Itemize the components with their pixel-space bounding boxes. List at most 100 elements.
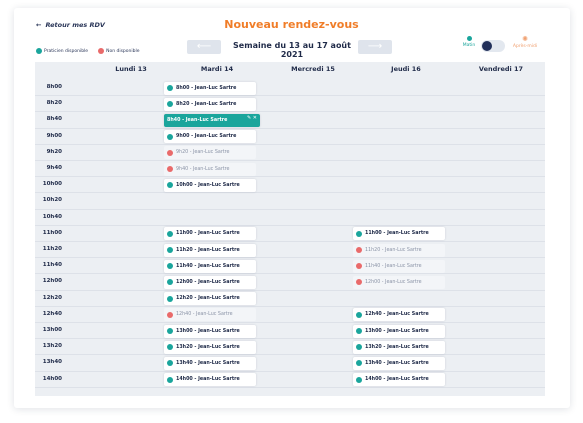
row-divider	[35, 370, 545, 372]
back-link[interactable]: ← Retour mes RDV	[36, 21, 105, 29]
unavailable-dot-icon	[356, 263, 362, 270]
time-slot-label: 13h00 - Jean-Luc Sartre	[176, 328, 240, 334]
arrow-right-icon: ⟶	[367, 41, 383, 52]
time-label: 12h20	[42, 294, 62, 301]
time-slot[interactable]: 11h00 - Jean-Luc Sartre	[353, 227, 445, 241]
time-slot-label: 11h00 - Jean-Luc Sartre	[365, 231, 429, 237]
day-header: Vendredi 17	[478, 65, 524, 73]
time-slot-label: 13h20 - Jean-Luc Sartre	[365, 344, 429, 350]
time-label: 9h40	[46, 165, 62, 171]
morning-label: Matin	[462, 43, 476, 48]
available-dot-icon	[167, 101, 173, 108]
legend: Praticien disponible Non disponible	[36, 48, 140, 54]
legend-available: Praticien disponible	[36, 48, 88, 54]
available-dot-icon	[356, 328, 362, 334]
row-divider	[35, 111, 545, 113]
time-slot-label: 13h20 - Jean-Luc Sartre	[176, 344, 240, 350]
time-slot[interactable]: 11h40 - Jean-Luc Sartre	[164, 259, 256, 273]
available-dot-icon	[167, 85, 173, 91]
time-slot[interactable]: 14h00 - Jean-Luc Sartre	[353, 373, 445, 387]
available-dot-icon	[167, 263, 173, 270]
available-dot-icon	[167, 279, 173, 286]
time-slot-label: 13h40 - Jean-Luc Sartre	[176, 360, 240, 366]
time-slot[interactable]: 11h40 - Jean-Luc Sartre	[353, 259, 445, 273]
time-slot-label: 12h00 - Jean-Luc Sartre	[176, 279, 240, 285]
time-slot[interactable]: 11h20 - Jean-Luc Sartre	[164, 243, 256, 257]
edit-icon[interactable]: ✎	[247, 114, 253, 121]
time-slot[interactable]: 13h00 - Jean-Luc Sartre	[164, 324, 256, 338]
time-slot[interactable]: 11h00 - Jean-Luc Sartre	[164, 227, 256, 241]
time-slot[interactable]: 8h20 - Jean-Luc Sartre	[164, 97, 256, 111]
close-icon[interactable]: ✕	[252, 114, 257, 121]
period-switch[interactable]	[481, 40, 505, 52]
prev-week-button[interactable]: ⟵	[187, 40, 221, 54]
time-slot[interactable]: 11h20 - Jean-Luc Sartre	[353, 243, 445, 257]
row-divider	[35, 95, 545, 97]
available-dot-icon	[167, 360, 173, 367]
day-header: Lundi 13	[115, 65, 147, 73]
time-label: 13h00	[42, 327, 62, 333]
time-slot[interactable]: 10h00 - Jean-Luc Sartre	[164, 178, 256, 192]
unavailable-dot-icon	[356, 279, 362, 286]
time-label: 8h00	[46, 84, 62, 90]
time-slot[interactable]: 8h00 - Jean-Luc Sartre	[164, 81, 256, 95]
available-dot-icon	[167, 247, 173, 253]
available-dot-icon	[356, 311, 362, 318]
time-slot[interactable]: 13h20 - Jean-Luc Sartre	[164, 340, 256, 354]
available-dot-icon	[167, 328, 173, 334]
available-dot-icon	[356, 360, 362, 367]
time-slot-label: 14h00 - Jean-Luc Sartre	[176, 377, 240, 383]
time-slot[interactable]: 8h40 - Jean-Luc Sartre ✎ ✕	[164, 113, 260, 127]
time-slot[interactable]: 12h40 - Jean-Luc Sartre	[353, 308, 445, 322]
row-divider	[35, 354, 545, 356]
available-dot-icon	[167, 376, 173, 383]
time-slot-label: 11h40 - Jean-Luc Sartre	[176, 263, 240, 269]
time-slot-label: 12h40 - Jean-Luc Sartre	[176, 312, 233, 318]
time-slot-label: 12h00 - Jean-Luc Sartre	[365, 279, 422, 285]
time-slot-label: 13h00 - Jean-Luc Sartre	[365, 328, 429, 334]
afternoon-label: Après-midi	[512, 44, 538, 49]
time-slot[interactable]: 13h40 - Jean-Luc Sartre	[353, 356, 445, 370]
row-divider	[35, 257, 545, 259]
time-slot-label: 12h40 - Jean-Luc Sartre	[365, 312, 429, 318]
available-dot-icon	[167, 295, 173, 302]
page-title: Nouveau rendez-vous	[224, 18, 359, 31]
arrow-left-icon: ←	[36, 21, 42, 29]
row-divider	[35, 241, 545, 242]
time-label: 12h40	[42, 310, 62, 317]
available-dot-icon	[167, 230, 173, 237]
time-slot[interactable]: 12h40 - Jean-Luc Sartre	[164, 308, 256, 322]
afternoon-option[interactable]: ✺ Après-midi	[510, 35, 540, 50]
calendar-grid: Lundi 13 Mardi 14 Mercredi 15 Jeudi 16 Vendr…	[35, 62, 545, 396]
time-slot[interactable]: 13h00 - Jean-Luc Sartre	[353, 324, 445, 338]
time-label: 10h20	[42, 197, 62, 204]
time-slot[interactable]: 12h00 - Jean-Luc Sartre	[353, 275, 445, 289]
available-dot-icon	[167, 182, 173, 189]
time-slot[interactable]: 12h20 - Jean-Luc Sartre	[164, 292, 256, 306]
time-slot-label: 11h20 - Jean-Luc Sartre	[365, 247, 422, 253]
time-slot[interactable]: 9h00 - Jean-Luc Sartre	[164, 130, 256, 144]
time-slot[interactable]: 13h20 - Jean-Luc Sartre	[353, 340, 445, 354]
morning-option[interactable]: Matin	[454, 36, 484, 48]
day-header: Jeudi 16	[391, 65, 421, 73]
time-slot[interactable]: 12h00 - Jean-Luc Sartre	[164, 275, 256, 289]
time-slot[interactable]: 14h00 - Jean-Luc Sartre	[164, 373, 256, 387]
sun-icon: ✺	[522, 35, 528, 43]
available-dot-icon	[36, 48, 42, 54]
next-week-button[interactable]: ⟶	[358, 40, 392, 54]
available-dot-icon	[356, 376, 362, 383]
period-toggle: Matin ✺ Après-midi	[454, 36, 550, 56]
time-label: 12h00	[42, 278, 62, 285]
time-slot[interactable]: 9h20 - Jean-Luc Sartre	[164, 146, 256, 160]
time-slot-label: 11h00 - Jean-Luc Sartre	[176, 231, 240, 237]
row-divider	[35, 176, 545, 178]
time-slot-label: 8h00 - Jean-Luc Sartre	[176, 85, 237, 91]
legend-unavailable: Non disponible	[98, 48, 140, 54]
available-dot-icon	[167, 344, 173, 351]
legend-available-label: Praticien disponible	[44, 48, 89, 54]
switch-knob	[482, 41, 492, 51]
row-divider	[35, 273, 545, 275]
available-dot-icon	[356, 230, 362, 237]
time-slot[interactable]: 13h40 - Jean-Luc Sartre	[164, 356, 256, 370]
time-slot[interactable]: 9h40 - Jean-Luc Sartre	[164, 162, 256, 176]
